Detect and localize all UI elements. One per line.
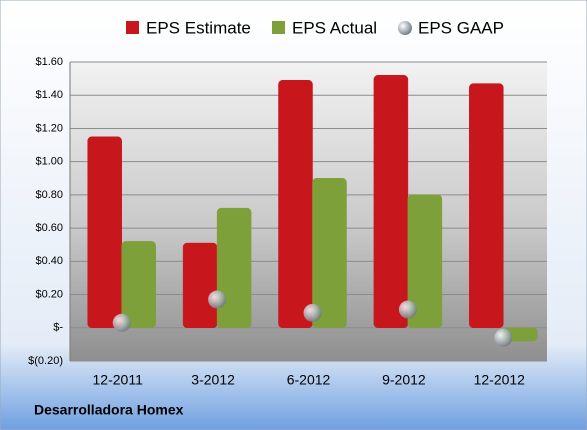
y-tick-label: $1.00 — [35, 156, 63, 168]
x-tick-label: 6-2012 — [287, 372, 331, 388]
bar — [278, 80, 313, 329]
bar — [373, 75, 409, 329]
bar — [312, 178, 347, 329]
bar — [469, 83, 504, 329]
legend-swatch — [398, 21, 412, 35]
y-tick-label: $1.40 — [35, 89, 63, 101]
gaap-marker — [494, 328, 513, 347]
legend-swatch — [272, 21, 285, 34]
x-tick-label: 12-2011 — [93, 372, 144, 388]
legend-label: EPS Estimate — [146, 18, 251, 37]
y-tick-label: $- — [53, 322, 63, 334]
bar — [407, 194, 443, 329]
x-tick-label: 12-2012 — [474, 372, 526, 388]
x-tick-label: 9-2012 — [382, 372, 426, 388]
gaap-marker — [208, 290, 227, 309]
y-tick-label: $1.60 — [35, 56, 63, 68]
y-tick-label: $0.80 — [35, 189, 63, 201]
legend-label: EPS GAAP — [418, 18, 504, 37]
x-tick-label: 3-2012 — [191, 372, 235, 388]
legend-label: EPS Actual — [292, 18, 377, 37]
bar — [87, 136, 122, 329]
y-tick-label: $0.40 — [35, 255, 63, 267]
gaap-marker — [303, 303, 322, 322]
bar — [121, 241, 156, 329]
gaap-marker — [398, 300, 417, 319]
legend-swatch — [126, 21, 139, 34]
footer: Desarrolladora Homex — [34, 402, 184, 418]
bar — [216, 207, 252, 329]
y-tick-label: $0.60 — [35, 222, 63, 234]
y-tick-label: $(0.20) — [28, 355, 63, 367]
y-tick-label: $0.20 — [35, 288, 63, 300]
y-tick-label: $1.20 — [35, 122, 63, 134]
bar — [182, 242, 218, 329]
gaap-marker — [112, 313, 131, 332]
